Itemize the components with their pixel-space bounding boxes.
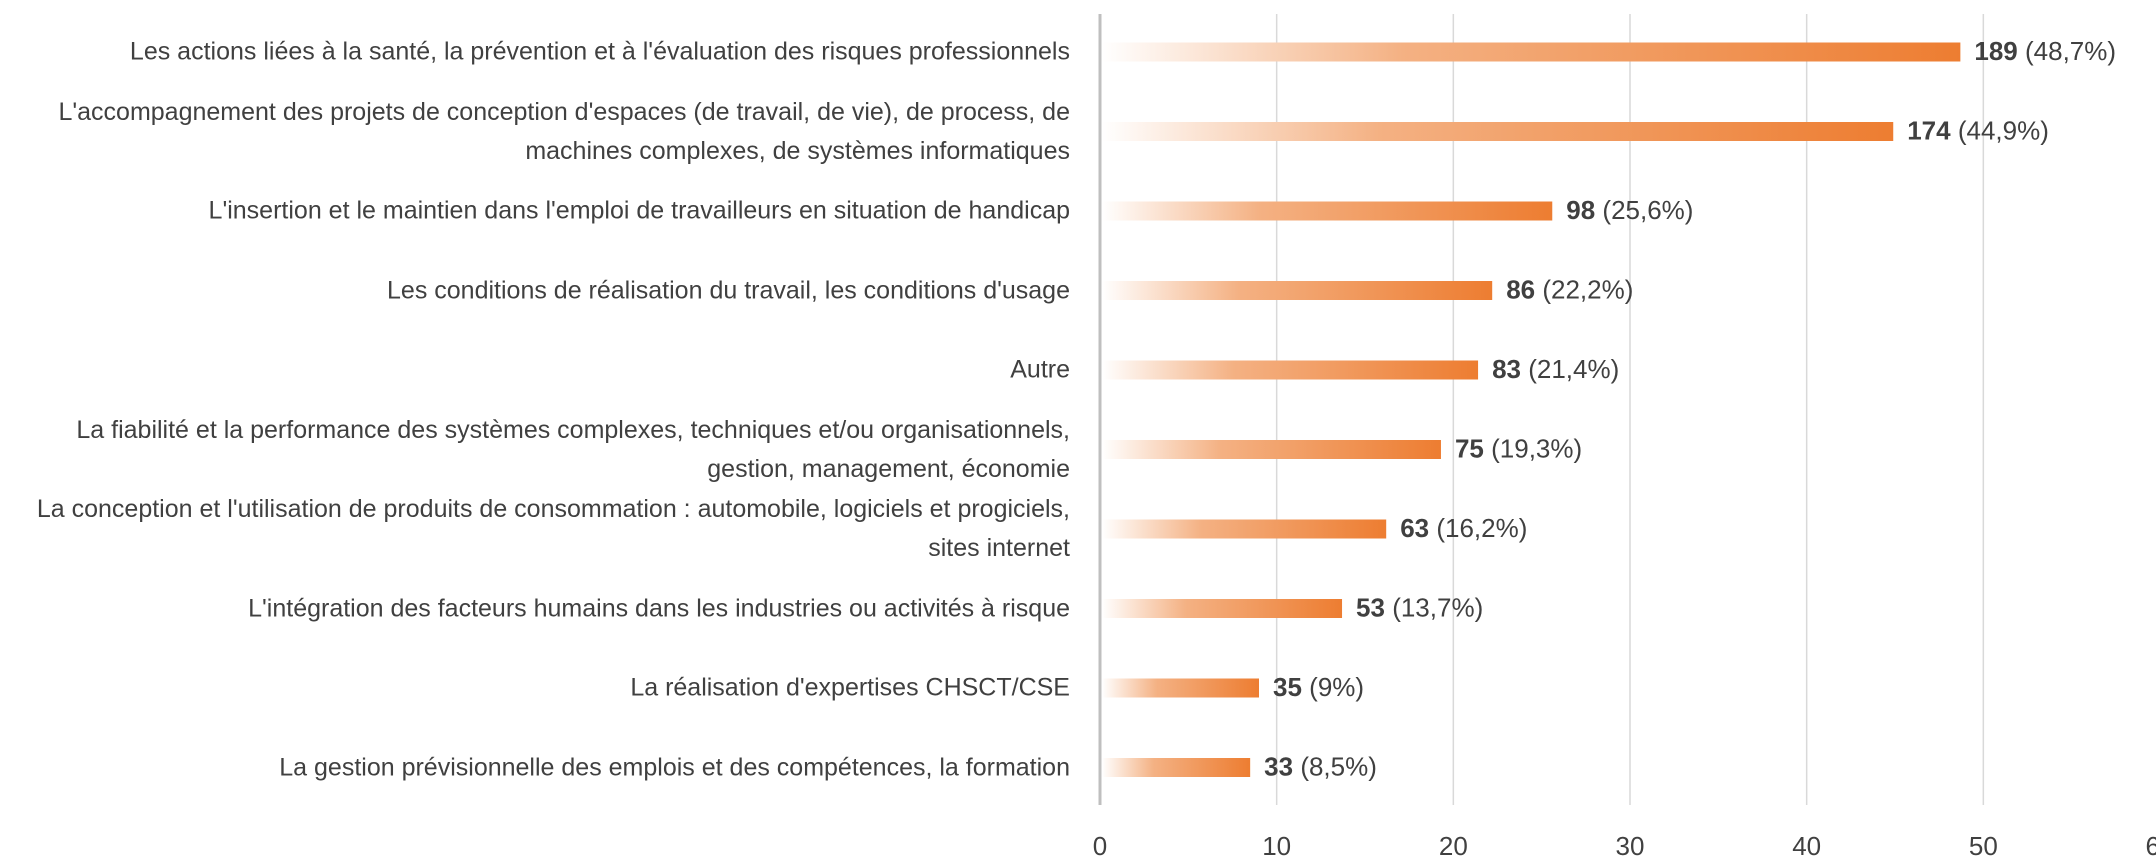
spacer <box>1484 433 1491 463</box>
data-label: 35 (9%) <box>1273 672 1364 702</box>
count: 174 <box>1907 115 1951 145</box>
count: 63 <box>1400 513 1429 543</box>
x-tick-label: 50 <box>1969 831 1998 860</box>
percent-label: (8,5%) <box>1300 751 1377 781</box>
count: 83 <box>1492 354 1521 384</box>
category-label: La gestion prévisionnelle des emplois et… <box>279 753 1070 781</box>
bar <box>1102 281 1493 300</box>
bar <box>1102 758 1251 777</box>
spacer <box>1951 115 1958 145</box>
count: 53 <box>1356 592 1385 622</box>
percent-label: (16,2%) <box>1436 513 1527 543</box>
percent-label: (9%) <box>1309 672 1364 702</box>
bar <box>1102 122 1894 141</box>
count: 86 <box>1506 274 1535 304</box>
bar <box>1102 201 1553 221</box>
x-tick-label: 60 <box>2146 831 2156 860</box>
bar <box>1102 360 1479 380</box>
spacer <box>1535 274 1542 304</box>
data-label: 189 (48,7%) <box>1974 36 2116 66</box>
bar <box>1102 678 1259 698</box>
category-label: Autre <box>1010 355 1070 384</box>
category-label: Les conditions de réalisation du travail… <box>387 276 1070 304</box>
data-label: 33 (8,5%) <box>1264 751 1377 781</box>
data-label: 63 (16,2%) <box>1400 513 1527 543</box>
data-label: 53 (13,7%) <box>1356 592 1483 622</box>
percent-label: (25,6%) <box>1602 195 1693 225</box>
count: 98 <box>1566 195 1595 225</box>
data-label: 174 (44,9%) <box>1907 115 2049 145</box>
x-tick-label: 20 <box>1439 831 1468 860</box>
spacer <box>1521 354 1528 384</box>
spacer <box>1595 195 1602 225</box>
category-label: La réalisation d'expertises CHSCT/CSE <box>630 673 1070 702</box>
percent-label: (48,7%) <box>2025 36 2116 66</box>
x-tick-label: 0 <box>1093 831 1107 860</box>
percent-label: (19,3%) <box>1491 433 1582 463</box>
percent-label: (22,2%) <box>1542 274 1633 304</box>
category-label: L'insertion et le maintien dans l'emploi… <box>208 196 1070 225</box>
percent-label: (21,4%) <box>1528 354 1619 384</box>
count: 75 <box>1455 433 1484 463</box>
category-label: La conception et l'utilisation de produi… <box>36 495 1070 562</box>
count: 35 <box>1273 672 1302 702</box>
bar <box>1102 599 1343 618</box>
count: 189 <box>1974 36 2017 66</box>
spacer <box>1385 592 1392 622</box>
x-tick-label: 40 <box>1792 831 1821 860</box>
spacer <box>1429 513 1436 543</box>
category-label: L'accompagnement des projets de concepti… <box>58 97 1070 165</box>
data-label: 98 (25,6%) <box>1566 195 1693 225</box>
x-tick-label: 30 <box>1616 831 1645 860</box>
bar <box>1102 440 1441 459</box>
spacer <box>1302 672 1309 702</box>
x-tick-label: 10 <box>1262 831 1291 860</box>
spacer <box>1293 751 1300 781</box>
category-label: La fiabilité et la performance des systè… <box>76 415 1070 483</box>
percent-label: (44,9%) <box>1958 115 2049 145</box>
bar <box>1102 42 1961 62</box>
bar <box>1102 519 1387 539</box>
spacer <box>2018 36 2025 66</box>
data-label: 75 (19,3%) <box>1455 433 1582 463</box>
count: 33 <box>1264 751 1293 781</box>
category-label: Les actions liées à la santé, la prévent… <box>129 37 1070 66</box>
percent-label: (13,7%) <box>1392 592 1483 622</box>
data-label: 86 (22,2%) <box>1506 274 1633 304</box>
data-label: 83 (21,4%) <box>1492 354 1619 384</box>
category-label: L'intégration des facteurs humains dans … <box>248 594 1070 622</box>
